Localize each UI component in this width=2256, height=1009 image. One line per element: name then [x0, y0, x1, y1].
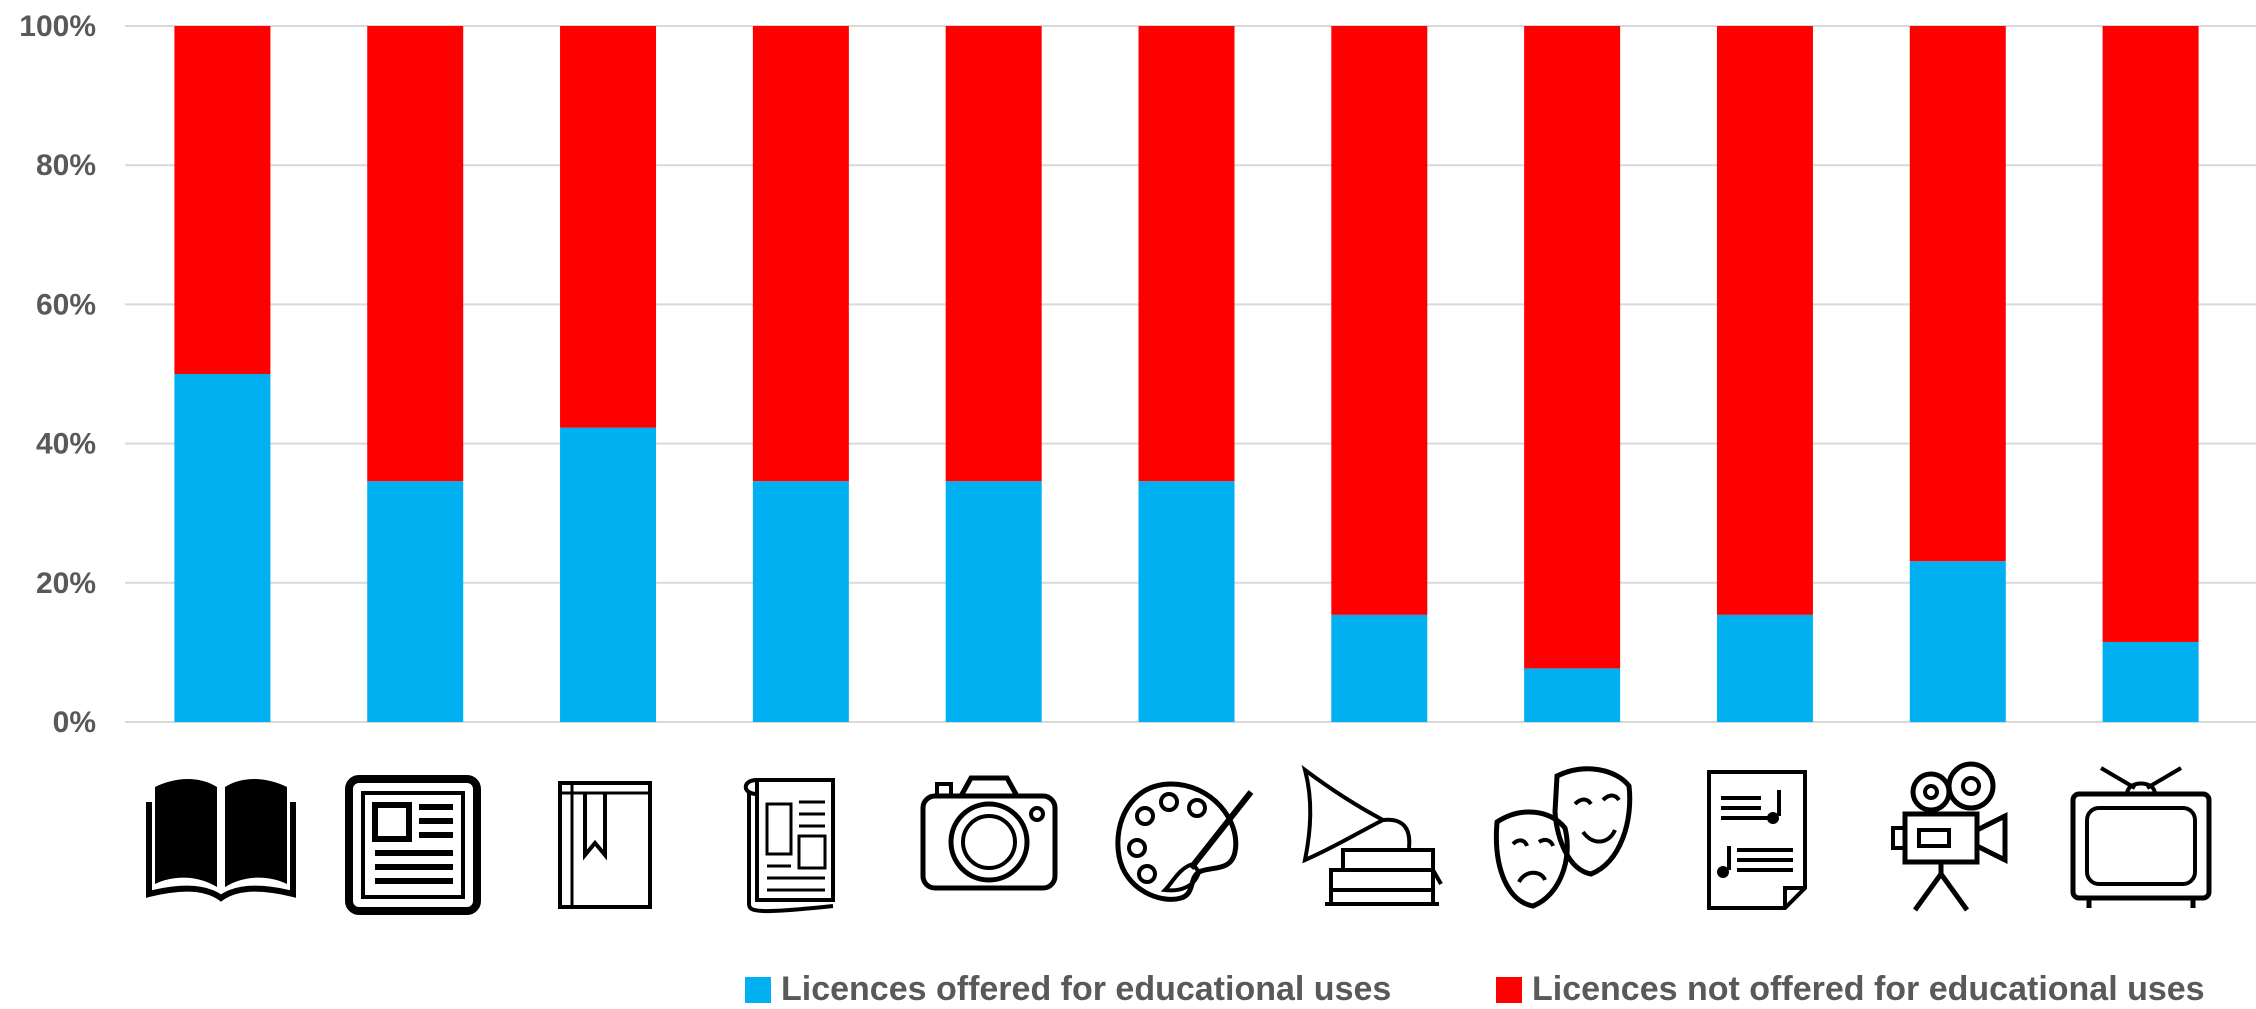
- bar-not-offered-theater-masks: [1524, 26, 1621, 669]
- stacked-bar-chart: 0% 20% 40% 60% 80% 100%: [19, 10, 2256, 915]
- bar-offered-television: [2102, 641, 2199, 722]
- bar-not-offered-palette: [1138, 26, 1235, 482]
- book-icon: [146, 779, 296, 902]
- gramophone-icon: [1301, 764, 1443, 906]
- bar-offered-magazine: [752, 481, 849, 722]
- bar-offered-newspaper: [367, 481, 464, 722]
- bookmarked-book-icon: [558, 781, 652, 909]
- film-camera-icon: [1891, 761, 2008, 912]
- legend-label-offered: Licences offered for educational uses: [781, 970, 1392, 1008]
- y-tick-label: 80%: [36, 149, 96, 182]
- bars: [174, 26, 2199, 722]
- bar-offered-palette: [1138, 481, 1235, 722]
- bar-not-offered-book: [174, 26, 271, 374]
- y-tick-label: 60%: [36, 288, 96, 321]
- newspaper-icon: [345, 775, 481, 915]
- y-tick-label: 40%: [36, 428, 96, 461]
- magazine-icon: [743, 778, 835, 914]
- bar-not-offered-magazine: [752, 26, 849, 482]
- bar-offered-gramophone: [1331, 614, 1428, 722]
- category-icons: [146, 761, 2212, 915]
- legend-swatch-not-offered: [1496, 976, 1522, 1003]
- television-icon: [2070, 766, 2212, 908]
- camera-icon: [920, 775, 1058, 891]
- bar-offered-camera: [945, 481, 1042, 722]
- bar-not-offered-television: [2102, 26, 2199, 642]
- bar-offered-theater-masks: [1524, 668, 1621, 722]
- y-tick-label: 100%: [19, 10, 96, 43]
- bar-not-offered-newspaper: [367, 26, 464, 482]
- legend-item-not-offered: Licences not offered for educational use…: [1496, 970, 2205, 1009]
- bar-offered-book: [174, 374, 271, 722]
- theater-masks-icon: [1493, 766, 1633, 909]
- legend: Licences offered for educational uses Li…: [0, 970, 2256, 1009]
- bar-not-offered-bookmarked-book: [560, 26, 657, 428]
- legend-swatch-offered: [745, 976, 771, 1003]
- bar-not-offered-camera: [945, 26, 1042, 482]
- y-axis: 0% 20% 40% 60% 80% 100%: [19, 10, 96, 739]
- y-tick-label: 20%: [36, 567, 96, 600]
- sheet-music-icon: [1707, 770, 1807, 910]
- bar-not-offered-gramophone: [1331, 26, 1428, 615]
- legend-label-not-offered: Licences not offered for educational use…: [1532, 970, 2205, 1008]
- legend-item-offered: Licences offered for educational uses: [745, 970, 1391, 1009]
- bar-not-offered-film-camera: [1909, 26, 2006, 562]
- bar-offered-bookmarked-book: [560, 427, 657, 722]
- y-tick-label: 0%: [53, 706, 96, 739]
- bar-offered-film-camera: [1909, 561, 2006, 722]
- palette-icon: [1115, 781, 1254, 902]
- bar-not-offered-sheet-music: [1716, 26, 1813, 615]
- bar-offered-sheet-music: [1716, 614, 1813, 722]
